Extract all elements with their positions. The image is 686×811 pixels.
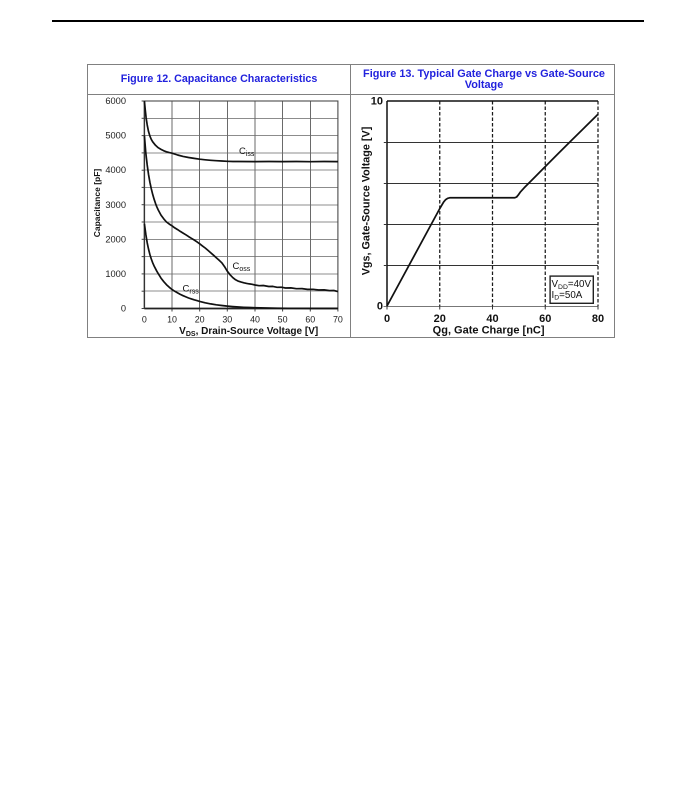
- svg-text:1000: 1000: [105, 269, 126, 279]
- svg-text:ID=50A: ID=50A: [552, 290, 583, 302]
- svg-text:Ciss: Ciss: [239, 146, 255, 158]
- svg-text:10: 10: [371, 96, 383, 108]
- svg-text:Capacitance [pF]: Capacitance [pF]: [92, 169, 102, 238]
- svg-text:Qg, Gate Charge [nC]: Qg, Gate Charge [nC]: [433, 325, 545, 337]
- svg-text:5000: 5000: [105, 131, 126, 141]
- svg-text:VDS, Drain-Source Voltage [V]: VDS, Drain-Source Voltage [V]: [179, 326, 318, 337]
- svg-text:40: 40: [486, 313, 498, 325]
- svg-text:20: 20: [195, 315, 205, 325]
- svg-text:0: 0: [377, 301, 383, 313]
- svg-text:2000: 2000: [105, 234, 126, 244]
- svg-text:10: 10: [167, 315, 177, 325]
- svg-text:3000: 3000: [105, 200, 126, 210]
- svg-text:30: 30: [222, 315, 232, 325]
- svg-text:40: 40: [250, 315, 260, 325]
- svg-text:Coss: Coss: [233, 261, 251, 273]
- svg-text:0: 0: [121, 304, 126, 314]
- svg-text:Crss: Crss: [183, 284, 200, 296]
- svg-text:70: 70: [333, 315, 343, 325]
- svg-text:4000: 4000: [105, 165, 126, 175]
- svg-text:60: 60: [305, 315, 315, 325]
- svg-text:0: 0: [142, 315, 147, 325]
- svg-text:60: 60: [539, 313, 551, 325]
- svg-text:Vgs, Gate-Source Voltage [V]: Vgs, Gate-Source Voltage [V]: [361, 127, 373, 276]
- svg-text:0: 0: [384, 313, 390, 325]
- svg-text:50: 50: [278, 315, 288, 325]
- svg-text:80: 80: [592, 313, 604, 325]
- svg-text:20: 20: [434, 313, 446, 325]
- svg-text:VDD=40V: VDD=40V: [552, 279, 592, 291]
- svg-text:6000: 6000: [105, 96, 126, 106]
